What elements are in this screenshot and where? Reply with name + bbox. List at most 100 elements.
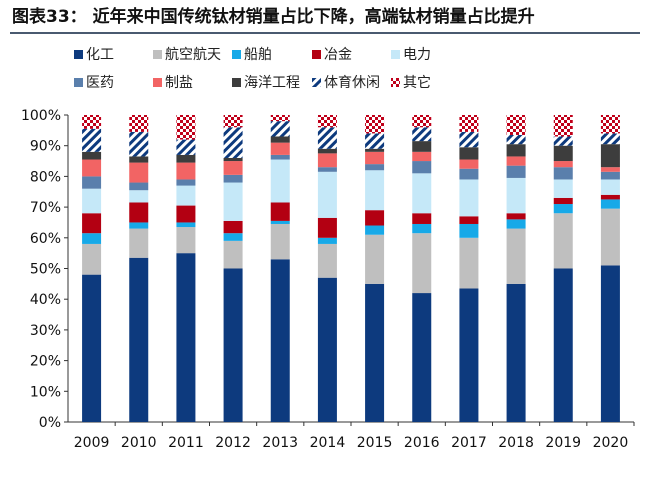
bar-segment [317, 171, 337, 218]
legend-swatch [312, 50, 321, 59]
x-tick-label: 2012 [215, 435, 251, 451]
bar-segment [365, 283, 385, 422]
bar-segment [176, 222, 196, 228]
bar-segment [317, 127, 337, 149]
bar-segment [129, 222, 149, 229]
bar-segment [82, 128, 102, 152]
x-tick-label: 2011 [168, 435, 204, 451]
y-tick-label: 60% [30, 231, 61, 247]
bar-segment [600, 265, 620, 422]
bar-segment [129, 228, 149, 258]
bar-segment [412, 115, 432, 128]
bar-segment [82, 188, 102, 214]
bar-segment [365, 151, 385, 165]
bar-segment [270, 136, 290, 143]
y-tick-label: 40% [30, 292, 61, 308]
bar-segment [317, 243, 337, 278]
chart-title: 图表33： 近年来中国传统钛材销量占比下降，高端钛材销量占比提升 [12, 6, 535, 27]
y-tick-label: 80% [30, 169, 61, 185]
bar-stack-2014 [317, 115, 337, 422]
bar-segment [129, 202, 149, 223]
bar-stack-2018 [506, 115, 526, 422]
legend-swatch [74, 50, 83, 59]
bar-segment [82, 159, 102, 177]
bar-stack-2019 [553, 115, 573, 422]
x-tick-label: 2020 [593, 435, 629, 451]
bar-segment [553, 115, 573, 137]
bar-segment [223, 161, 243, 175]
bar-segment [176, 115, 196, 140]
bar-segment [317, 148, 337, 154]
bar-segment [506, 213, 526, 220]
bar-segment [553, 179, 573, 198]
bar-segment [459, 288, 479, 422]
legend-swatch [391, 78, 400, 87]
legend-label: 化工 [86, 47, 114, 63]
bar-segment [459, 159, 479, 169]
bar-segment [176, 185, 196, 206]
bar-segment [317, 217, 337, 238]
x-tick-label: 2013 [262, 435, 298, 451]
bar-segment [459, 115, 479, 132]
bar-segment [506, 177, 526, 214]
bar-stack-2009 [82, 115, 102, 422]
legend-swatch [74, 78, 83, 87]
y-tick-label: 100% [21, 108, 61, 124]
legend-swatch [232, 50, 241, 59]
bar-segment [223, 157, 243, 162]
bar-segment [129, 257, 149, 422]
bar-segment [600, 144, 620, 168]
bar-segment [459, 237, 479, 289]
bar-segment [223, 220, 243, 234]
bar-segment [459, 147, 479, 160]
legend-label: 航空航天 [165, 47, 221, 63]
bar-segment [506, 115, 526, 135]
bar-segment [82, 176, 102, 189]
bar-segment [459, 168, 479, 180]
bar-segment [270, 142, 290, 155]
bar-segment [506, 165, 526, 178]
bar-segment [365, 133, 385, 149]
bar-segment [600, 115, 620, 134]
bar-segment [270, 154, 290, 160]
bar-segment [553, 145, 573, 162]
bar-stack-2017 [459, 115, 479, 422]
bar-segment [317, 115, 337, 128]
x-tick-label: 2018 [498, 435, 534, 451]
legend-swatch [153, 50, 162, 59]
bar-segment [506, 219, 526, 229]
bar-segment [82, 243, 102, 275]
bar-segment [176, 139, 196, 155]
y-tick-label: 0% [39, 415, 61, 431]
legend-swatch [391, 50, 400, 59]
bar-segment [223, 233, 243, 241]
bar-segment [412, 151, 432, 162]
bar-segment [317, 237, 337, 244]
bar-stack-2011 [176, 115, 196, 422]
bar-segment [600, 179, 620, 195]
bar-segment [223, 127, 243, 158]
bar-segment [223, 240, 243, 269]
legend-swatch [312, 78, 321, 87]
bar-segment [600, 167, 620, 172]
bar-segment [82, 151, 102, 160]
bar-segment [506, 156, 526, 166]
bar-segment [600, 194, 620, 200]
bar-segment [365, 170, 385, 211]
bar-segment [412, 127, 432, 142]
bar-segment [553, 161, 573, 168]
axes: 0% 10% 20% 30% 40% 50% 60% 70% 80% 90% 100% 2009 201… [21, 108, 635, 451]
bar-segment [553, 213, 573, 269]
bar-segment [365, 234, 385, 284]
legend-label: 海洋工程 [244, 75, 300, 91]
legend-label: 制盐 [165, 75, 193, 91]
bar-stack-2015 [365, 115, 385, 422]
bar-segment [459, 131, 479, 148]
bar-segment [553, 167, 573, 180]
legend-label: 电力 [403, 47, 431, 63]
bar-segment [317, 153, 337, 168]
x-tick-label: 2017 [451, 435, 487, 451]
bar-segment [553, 197, 573, 205]
